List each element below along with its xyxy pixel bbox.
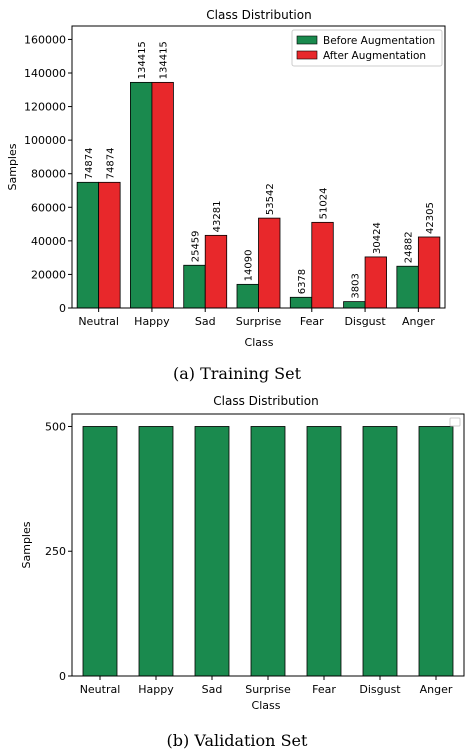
chart-a-title: Class Distribution [206, 8, 311, 22]
bar-before-anger [396, 265, 419, 309]
validation-set-chart: Class Distribution 0 250 500 Neutral Happy S… [20, 394, 465, 712]
y-tick-label: 0 [59, 670, 66, 683]
x-tick-label-fear: Fear [300, 315, 324, 328]
data-label-after-neutral: 74874 [105, 148, 116, 180]
chart-a-legend: Before Augmentation After Augmentation [291, 29, 443, 67]
bar-after-disgust [364, 256, 387, 309]
data-label-after-fear: 51024 [319, 188, 330, 220]
bar-validation-sad [194, 426, 230, 677]
x-tick-label-surprise: Surprise [245, 683, 291, 696]
y-tick-label: 40000 [31, 235, 66, 248]
chart-b-y-axis-label: Samples [20, 521, 33, 568]
bar-after-surprise [258, 217, 281, 309]
data-label-before-anger: 24882 [404, 231, 415, 263]
bar-after-fear [311, 221, 334, 309]
y-tick-label: 160000 [24, 33, 66, 46]
bar-after-neutral [98, 181, 121, 309]
chart-b-empty-legend [449, 417, 461, 427]
data-label-after-surprise: 53542 [265, 183, 276, 215]
x-tick-label-disgust: Disgust [344, 315, 386, 328]
x-tick-label-sad: Sad [202, 683, 223, 696]
caption-training: (a) Training Set [173, 364, 302, 383]
x-tick-label-happy: Happy [138, 683, 174, 696]
bar-before-disgust [343, 301, 366, 309]
data-label-before-disgust: 3803 [350, 273, 361, 298]
bar-before-surprise [236, 283, 259, 309]
y-tick-label: 250 [45, 545, 66, 558]
chart-b-x-axis-label: Class [252, 699, 281, 712]
bar-before-happy [130, 81, 153, 309]
x-tick-label-neutral: Neutral [80, 683, 121, 696]
y-tick-label: 100000 [24, 134, 66, 147]
legend-swatch-before [296, 35, 318, 45]
y-tick-label: 20000 [31, 268, 66, 281]
chart-a-x-axis-label: Class [245, 336, 274, 349]
y-tick-label: 120000 [24, 101, 66, 114]
x-tick-label-disgust: Disgust [359, 683, 401, 696]
data-label-before-neutral: 74874 [84, 148, 95, 180]
x-tick-label-neutral: Neutral [78, 315, 119, 328]
data-label-before-sad: 25459 [190, 230, 201, 262]
bar-validation-disgust [362, 426, 398, 677]
bar-after-sad [204, 234, 228, 309]
bar-after-happy [151, 81, 174, 309]
bar-before-sad [183, 264, 206, 309]
x-tick-label-anger: Anger [420, 683, 453, 696]
bar-before-fear [289, 296, 313, 309]
data-label-before-happy: 134415 [137, 41, 148, 79]
data-label-before-fear: 6378 [297, 269, 308, 294]
y-tick-label: 0 [59, 302, 66, 315]
legend-frame [291, 29, 443, 67]
x-tick-label-anger: Anger [402, 315, 435, 328]
chart-b-title: Class Distribution [213, 394, 318, 408]
data-label-after-anger: 42305 [425, 202, 436, 234]
legend-label-after: After Augmentation [323, 50, 426, 62]
bar-validation-surprise [250, 426, 286, 677]
x-tick-label-fear: Fear [312, 683, 336, 696]
y-tick-label: 140000 [24, 67, 66, 80]
bar-validation-fear [306, 426, 342, 677]
bar-validation-neutral [82, 426, 118, 677]
bar-validation-anger [418, 426, 454, 677]
y-tick-label: 60000 [31, 201, 66, 214]
training-set-chart: Class Distribution 74874 74874 134415 13441… [6, 8, 446, 349]
data-label-after-disgust: 30424 [372, 222, 383, 254]
bar-validation-happy [138, 426, 174, 677]
y-tick-label: 80000 [31, 168, 66, 181]
chart-a-y-axis-label: Samples [6, 143, 19, 190]
x-tick-label-happy: Happy [134, 315, 170, 328]
y-tick-label: 500 [45, 420, 66, 433]
x-tick-label-sad: Sad [195, 315, 216, 328]
data-label-after-happy: 134415 [159, 41, 170, 79]
data-label-after-sad: 43281 [212, 201, 223, 233]
x-tick-label-surprise: Surprise [236, 315, 282, 328]
caption-validation: (b) Validation Set [167, 731, 308, 750]
bar-after-anger [417, 236, 441, 309]
legend-swatch-after [296, 50, 318, 60]
bar-before-neutral [76, 181, 100, 309]
legend-label-before: Before Augmentation [323, 35, 435, 47]
data-label-before-surprise: 14090 [244, 250, 255, 282]
